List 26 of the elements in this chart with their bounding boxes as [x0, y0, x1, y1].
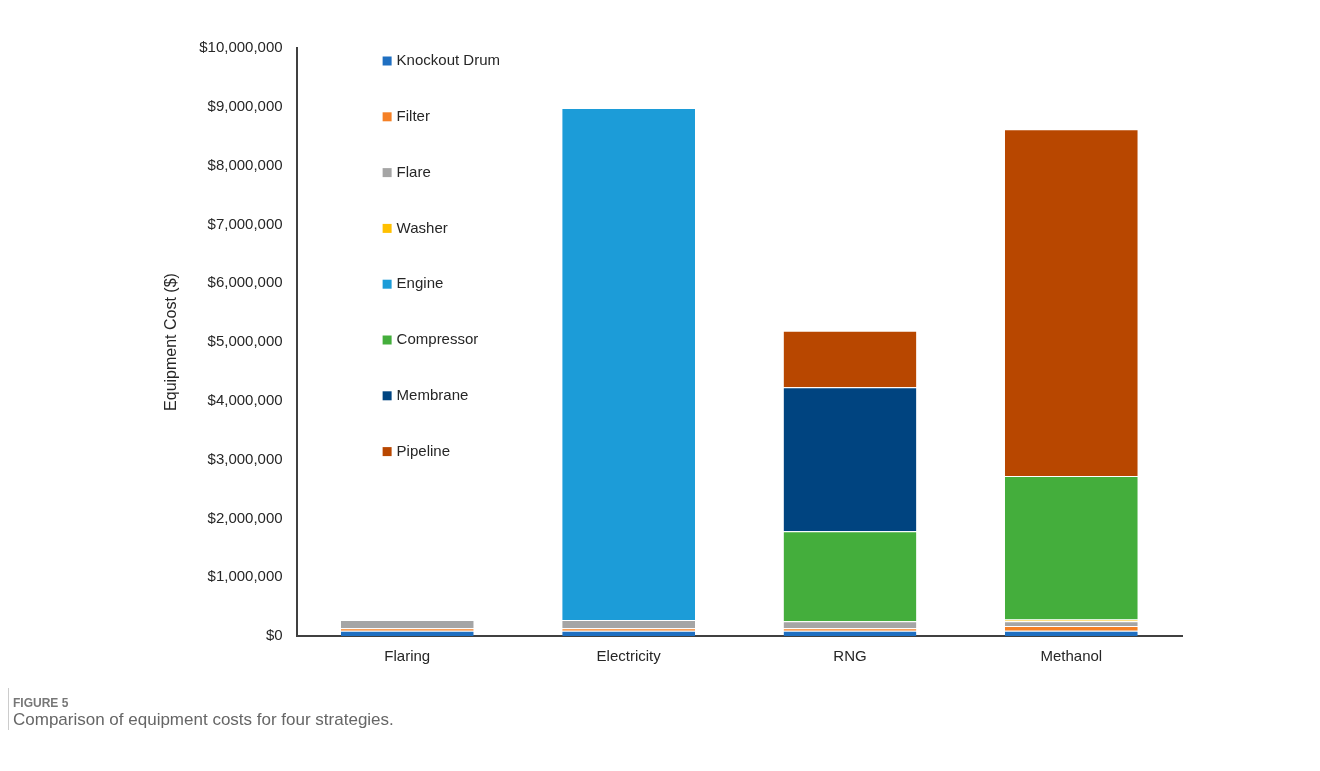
y-tick-label: $4,000,000 — [207, 390, 283, 408]
y-tick-label: $1,000,000 — [207, 567, 283, 585]
y-tick-label: $9,000,000 — [207, 96, 283, 114]
text: Comparison of equipment costs for four strategies. — [13, 710, 395, 730]
legend-label: Knockout Drum — [396, 51, 500, 69]
x-tick-label: Electricity — [596, 647, 662, 665]
y-tick-label: $5,000,000 — [207, 332, 283, 350]
legend-label: Compressor — [396, 330, 479, 348]
y-tick-label: $7,000,000 — [207, 214, 283, 232]
x-tick-label: RNG — [833, 647, 867, 665]
x-tick-label: Methanol — [1040, 647, 1103, 665]
legend-label: Washer — [396, 218, 448, 236]
caption: FIGURE 5 — [13, 695, 70, 710]
legend-label: Membrane — [396, 385, 469, 403]
legend-label: Pipeline — [396, 441, 450, 459]
legend-label: Flare — [396, 162, 431, 180]
y-tick-label: $10,000,000 — [199, 38, 283, 56]
y-axis-title: Equipment Cost ($) — [162, 273, 180, 411]
legend-label: Filter — [396, 106, 430, 124]
y-tick-label: $6,000,000 — [207, 273, 283, 291]
y-tick-label: $8,000,000 — [207, 155, 283, 173]
x-tick-label: Flaring — [384, 647, 431, 665]
y-tick-label: $0 — [265, 626, 283, 644]
y-tick-label: $2,000,000 — [207, 508, 283, 526]
legend-label: Engine — [396, 274, 444, 292]
y-tick-label: $3,000,000 — [207, 449, 283, 467]
